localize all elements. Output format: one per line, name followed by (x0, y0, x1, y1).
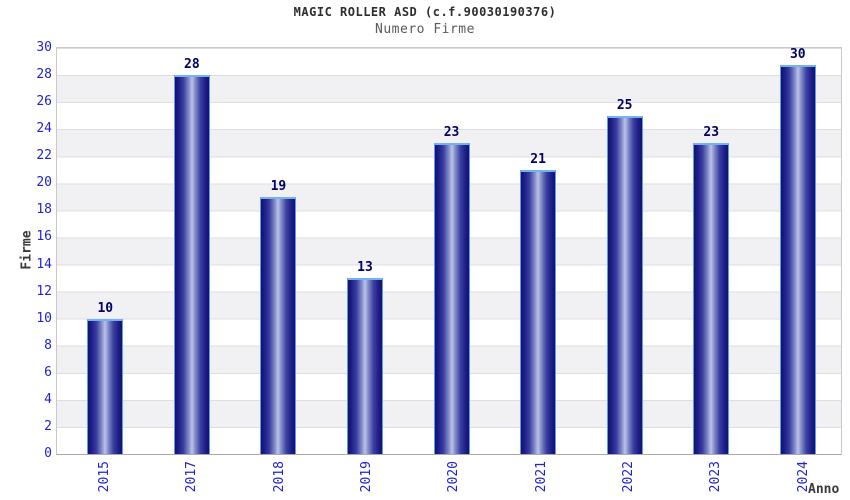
x-tick-slot-2021: 2021 (498, 461, 585, 492)
x-tick-2018: 2018 (271, 461, 287, 493)
bar-2019 (346, 278, 383, 454)
y-tick-6: 6 (44, 364, 52, 380)
x-tick-slot-2020: 2020 (410, 461, 497, 492)
bar-2024 (779, 65, 816, 454)
y-tick-22: 22 (36, 148, 52, 164)
y-axis-ticks: 0 2 4 6 8 10 12 14 16 18 20 22 24 26 28 30 (0, 40, 52, 461)
x-tick-slot-2019: 2019 (323, 461, 410, 492)
bar-2020 (433, 142, 470, 454)
bar-value-label-2017: 28 (184, 57, 200, 73)
bar-value-label-2022: 25 (616, 97, 633, 113)
y-tick-26: 26 (36, 94, 52, 110)
bar-slot-2024: 30 (755, 48, 842, 454)
bar-value-label-2021: 21 (530, 151, 546, 167)
y-tick-4: 4 (44, 391, 52, 407)
x-tick-2023: 2023 (708, 461, 724, 493)
bar-2018 (260, 196, 297, 454)
bar-value-label-2020: 23 (443, 124, 460, 140)
y-tick-10: 10 (36, 310, 52, 326)
bar-slot-2019: 13 (322, 48, 409, 454)
chart-title: MAGIC ROLLER ASD (c.f.90030190376) (293, 5, 557, 19)
y-tick-18: 18 (36, 202, 52, 218)
bar-slot-2023: 23 (668, 48, 755, 454)
y-tick-24: 24 (36, 121, 52, 137)
bar-value-label-2019: 13 (357, 260, 373, 276)
y-tick-0: 0 (44, 446, 52, 461)
x-tick-2020: 2020 (446, 461, 462, 493)
x-tick-slot-2018: 2018 (236, 461, 323, 492)
x-tick-2021: 2021 (533, 461, 549, 493)
bars-layer: 10 28 19 13 23 21 25 23 30 (57, 48, 841, 454)
y-tick-12: 12 (36, 283, 52, 299)
bar-slot-2018: 19 (235, 48, 322, 454)
y-tick-14: 14 (36, 256, 52, 272)
y-tick-30: 30 (36, 40, 52, 55)
x-tick-2019: 2019 (359, 461, 375, 493)
bar-slot-2017: 28 (149, 48, 236, 454)
bar-value-label-2024: 30 (789, 47, 806, 62)
bar-slot-2015: 10 (62, 48, 149, 454)
x-axis-ticks: 2015 2017 2018 2019 2020 2021 2022 2023 2024 (56, 461, 847, 492)
bar-2023 (693, 142, 730, 454)
bar-slot-2021: 21 (495, 48, 582, 454)
bar-2021 (520, 169, 557, 454)
bar-slot-2022: 25 (581, 48, 668, 454)
y-tick-28: 28 (36, 67, 52, 83)
y-tick-2: 2 (44, 418, 52, 434)
x-tick-2015: 2015 (97, 461, 113, 493)
plot-area: 10 28 19 13 23 21 25 23 30 (56, 47, 842, 455)
x-tick-2022: 2022 (621, 461, 637, 493)
x-tick-slot-2023: 2023 (672, 461, 759, 492)
x-tick-slot-2015: 2015 (61, 461, 148, 492)
bar-2022 (606, 115, 643, 454)
y-tick-20: 20 (36, 175, 52, 191)
bar-value-label-2018: 19 (270, 178, 287, 194)
x-axis-label: Anno (808, 482, 840, 497)
bar-slot-2020: 23 (408, 48, 495, 454)
x-tick-slot-2017: 2017 (148, 461, 235, 492)
y-tick-16: 16 (36, 229, 52, 245)
x-tick-2017: 2017 (184, 461, 200, 493)
bar-value-label-2015: 10 (97, 300, 114, 316)
bar-2015 (87, 318, 124, 454)
chart-subtitle: Numero Firme (375, 22, 475, 37)
bar-2017 (173, 75, 210, 454)
x-tick-slot-2022: 2022 (585, 461, 672, 492)
y-tick-8: 8 (44, 337, 52, 353)
bar-value-label-2023: 23 (703, 124, 720, 140)
